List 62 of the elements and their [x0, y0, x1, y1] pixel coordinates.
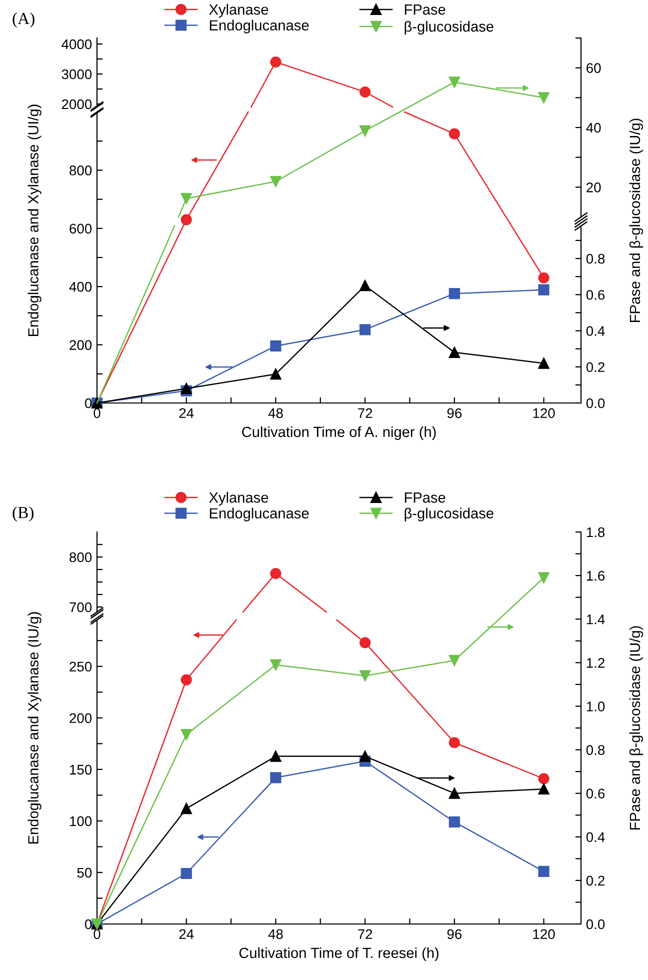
y2-tick-label: 0.8 [586, 254, 605, 264]
x-tick-label: 24 [179, 929, 194, 939]
y2-tick-label: 1.4 [586, 614, 605, 624]
y-tick-label: 3000 [62, 69, 92, 80]
x-tick-label: 96 [447, 408, 462, 418]
chart-title: (A) [12, 12, 34, 28]
y2-tick-label: 60 [586, 63, 601, 74]
y2-tick-label: 0.6 [586, 290, 605, 300]
y-tick-label: 700 [70, 602, 92, 612]
x-tick-label: 24 [179, 408, 194, 418]
y-tick-label: 400 [69, 282, 92, 292]
y-tick-label: 0 [84, 919, 92, 930]
y-tick-label: 200 [70, 340, 92, 350]
legend-label: Endoglucanase [210, 20, 309, 34]
y-tick-label: 0 [84, 398, 92, 408]
y-tick-label: 250 [70, 662, 92, 672]
y2-tick-label: 1.0 [586, 702, 605, 712]
y2-tick-label: 0.4 [586, 326, 605, 336]
y-tick-label: 200 [70, 713, 92, 724]
y-tick-label: 150 [70, 764, 92, 775]
y2-tick-label: 0.0 [586, 919, 605, 930]
y-tick-label: 800 [70, 552, 92, 562]
chart-title: (B) [12, 506, 34, 522]
y2-tick-label: 0.8 [586, 745, 605, 755]
x-tick-label: 120 [533, 408, 555, 418]
y2-tick-label: 0.0 [586, 398, 605, 408]
legend-label: Endoglucanase [210, 508, 309, 522]
y2-tick-label: 1.2 [586, 658, 604, 668]
y-tick-label: 100 [70, 816, 92, 826]
legend-label: β-glucosidase [404, 508, 494, 522]
x-tick-label: 48 [268, 929, 283, 940]
y-tick-label: 600 [70, 224, 92, 234]
y2-tick-label: 0.2 [586, 876, 604, 886]
x-tick-label: 48 [268, 408, 283, 418]
y-axis-title: Endoglucanase and Xylanase (UI/g) [28, 104, 42, 336]
y2-tick-label: 0.4 [586, 832, 605, 842]
x-axis-title: Cultivation Time of A. niger (h) [242, 426, 436, 440]
x-tick-label: 96 [447, 929, 462, 940]
y2-tick-label: 20 [586, 182, 601, 192]
legend-label: β-glucosidase [404, 21, 494, 35]
y-tick-label: 800 [70, 166, 92, 176]
x-tick-label: 72 [358, 408, 372, 418]
y2-tick-label: 0.2 [586, 362, 604, 372]
y-tick-label: 4000 [62, 39, 92, 50]
y-tick-label: 50 [77, 868, 92, 878]
y-tick-label: 2000 [62, 99, 92, 110]
x-tick-label: 0 [94, 408, 100, 418]
x-tick-label: 72 [358, 929, 372, 939]
y2-tick-label: 1.8 [586, 527, 605, 538]
y2-tick-label: 0.6 [586, 788, 605, 799]
legend-label: FPase [404, 4, 446, 15]
x-tick-label: 120 [533, 929, 555, 940]
y-axis-title: Endoglucanase and Xylanase (IU/g) [28, 612, 42, 844]
y2-axis-title: FPase and β-glucosidase (IU/g) [629, 626, 643, 830]
x-tick-label: 0 [94, 929, 100, 940]
legend-label: Xylanase [209, 492, 268, 506]
legend-label: Xylanase [209, 4, 268, 18]
y2-tick-label: 1.6 [586, 570, 605, 581]
legend-label: FPase [404, 492, 446, 503]
x-axis-title: Cultivation Time of T. reesei (h) [239, 947, 438, 961]
y2-tick-label: 40 [586, 122, 601, 133]
y2-axis-title: FPase and β-glucosidase (IU/g) [629, 118, 643, 322]
